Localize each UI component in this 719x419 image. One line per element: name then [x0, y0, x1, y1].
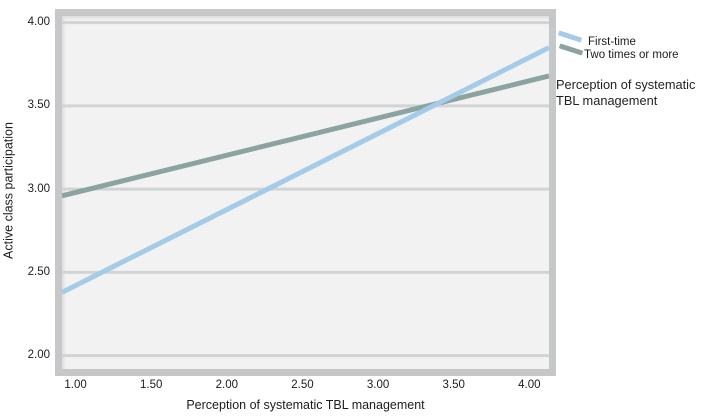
plot-area: [55, 9, 556, 376]
x-tick-label: 1.50: [140, 379, 163, 391]
plot-canvas: [62, 21, 549, 358]
y-tick-label: 3.50: [27, 99, 50, 112]
legend-label-first-time: First-time: [588, 36, 636, 48]
y-tick-label: 2.00: [27, 349, 50, 362]
x-tick-label: 2.50: [291, 379, 314, 391]
x-tick-label: 2.00: [215, 379, 239, 391]
legend-swatch-first-time: [557, 30, 583, 43]
series-line-two-times-or-more: [62, 73, 549, 199]
legend-title: Perception of systematic TBL management: [556, 77, 696, 108]
x-tick-label: 1.00: [64, 379, 87, 391]
series-line-first-time: [62, 45, 549, 295]
x-tick-label: 4.00: [518, 379, 541, 391]
y-tick-label: 4.00: [27, 16, 50, 29]
y-tick-label: 3.00: [27, 182, 50, 195]
legend-swatch-two-times-or-more: [558, 43, 584, 56]
x-tick-label: 3.50: [442, 379, 465, 391]
y-tick-label: 2.50: [27, 265, 50, 278]
x-tick-label: 3.00: [366, 379, 390, 391]
x-axis-title: Perception of systematic TBL management: [186, 398, 425, 412]
legend-label-two-times-or-more: Two times or more: [584, 49, 679, 61]
